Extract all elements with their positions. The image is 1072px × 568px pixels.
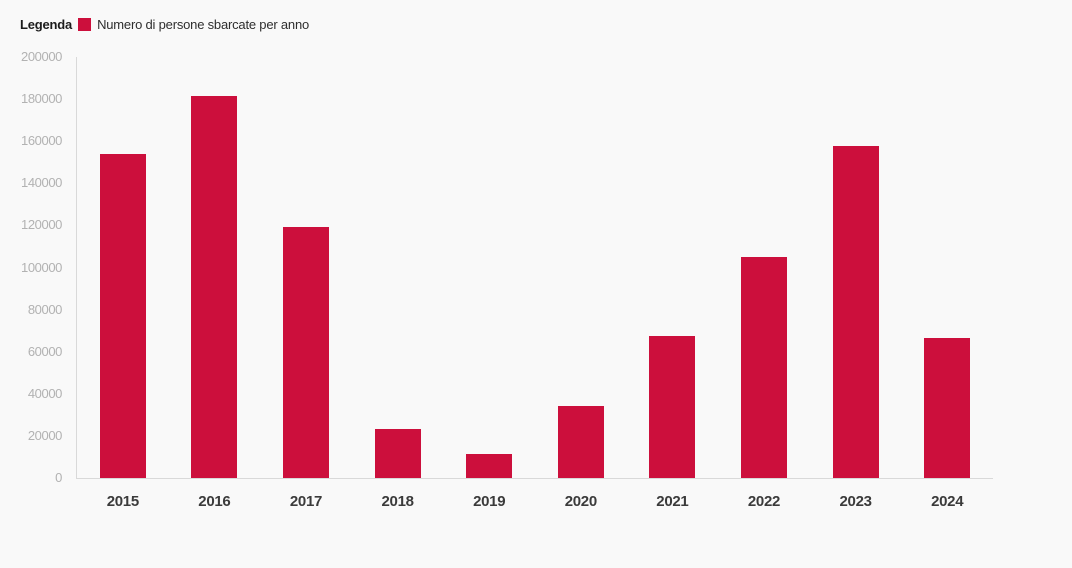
x-axis-line	[76, 478, 993, 479]
y-tick-label-0: 0	[55, 470, 62, 485]
bar-2017[interactable]	[283, 226, 329, 478]
y-tick-label-200000: 200000	[21, 49, 62, 64]
x-label-2017: 2017	[289, 493, 323, 510]
x-label-2018: 2018	[381, 493, 414, 510]
y-axis-line	[76, 57, 77, 478]
bar-2018[interactable]	[374, 428, 421, 478]
x-label-2022: 2022	[747, 493, 781, 510]
y-tick-label-160000: 160000	[21, 133, 62, 149]
y-tick-label-120000: 120000	[21, 217, 62, 233]
bar-2016[interactable]	[191, 96, 238, 478]
y-tick-label-80000: 80000	[27, 301, 63, 317]
x-label-2015: 2015	[106, 493, 139, 510]
y-tick-label-60000: 60000	[27, 343, 63, 359]
x-label-2024: 2024	[931, 493, 964, 510]
y-tick-label-20000: 20000	[27, 427, 63, 443]
y-tick-label-180000: 180000	[21, 91, 62, 107]
x-label-2023: 2023	[839, 493, 872, 510]
x-label-2019: 2019	[473, 493, 506, 510]
bar-2015[interactable]	[99, 154, 146, 478]
x-label-2020: 2020	[564, 493, 597, 510]
y-tick-label-40000: 40000	[27, 385, 63, 401]
y-tick-label-140000: 140000	[21, 175, 62, 191]
legend-title: Legenda	[20, 17, 73, 32]
bar-2024[interactable]	[924, 338, 971, 478]
bar-2020[interactable]	[557, 406, 604, 478]
x-label-2021: 2021	[656, 493, 689, 510]
legend-swatch-icon	[78, 18, 92, 31]
y-tick-label-100000: 100000	[21, 259, 62, 275]
bar-2022[interactable]	[741, 256, 787, 478]
bar-2023[interactable]	[832, 146, 879, 478]
bar-2019[interactable]	[466, 453, 513, 478]
legend-series-label: Numero di persone sbarcate per anno	[97, 17, 310, 32]
bar-2021[interactable]	[649, 336, 696, 478]
chart-legend: Legenda Numero di persone sbarcate per a…	[20, 17, 309, 32]
x-label-2016: 2016	[198, 493, 231, 510]
